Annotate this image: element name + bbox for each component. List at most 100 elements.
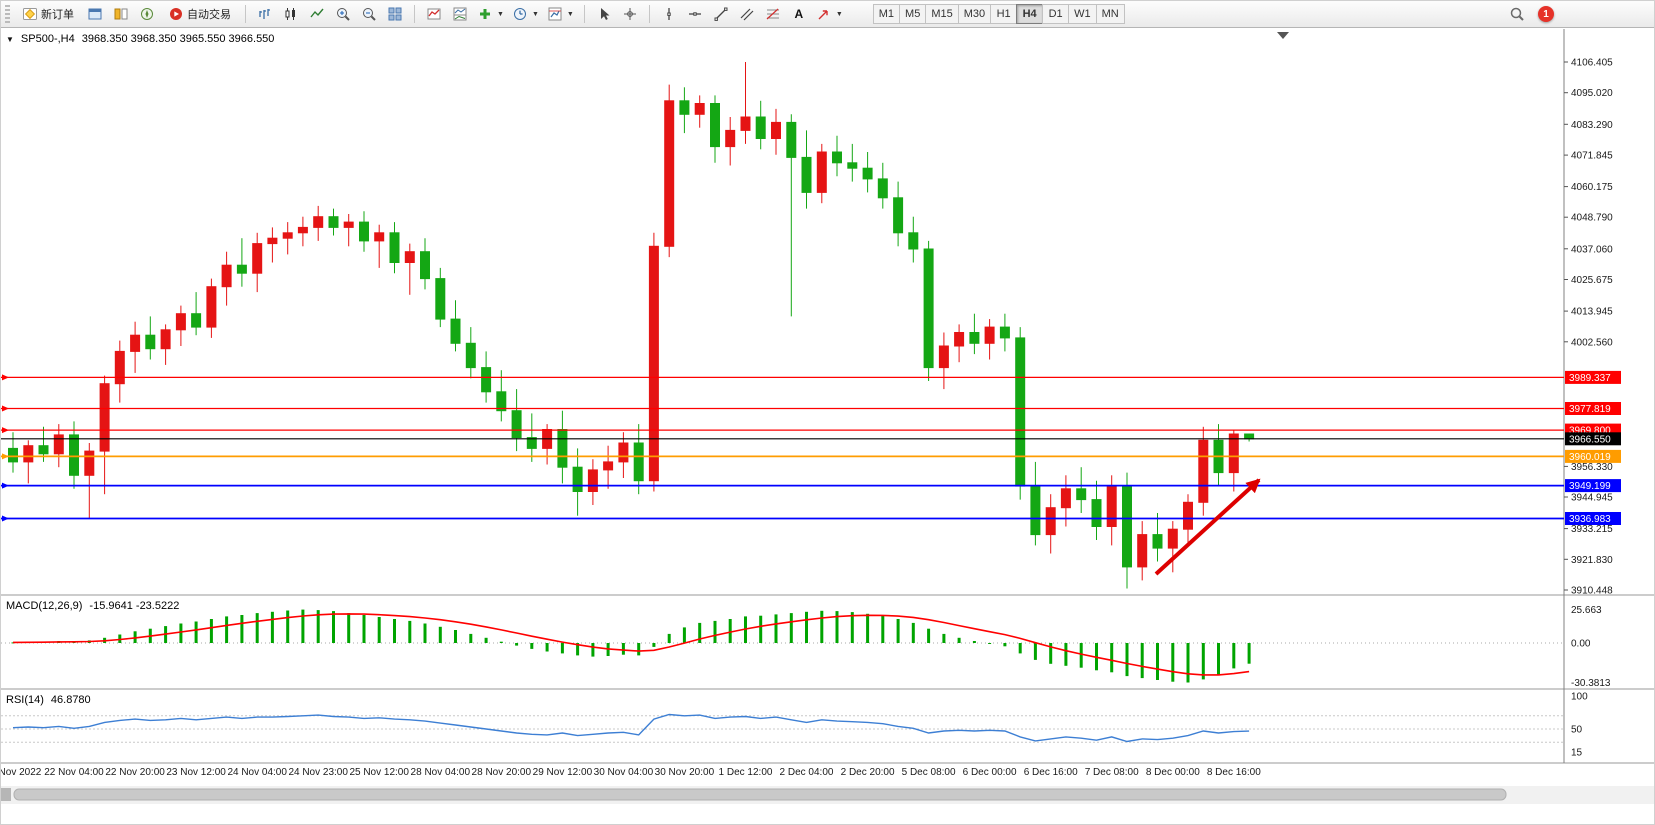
vertical-line-icon	[667, 8, 671, 20]
toolbar-separator	[245, 5, 246, 23]
svg-text:22 Nov 04:00: 22 Nov 04:00	[44, 767, 104, 778]
svg-text:4095.020: 4095.020	[1571, 88, 1613, 99]
toolbar-separator	[648, 5, 650, 23]
svg-text:4002.560: 4002.560	[1571, 337, 1613, 348]
bar-chart-mode-button[interactable]	[253, 3, 277, 25]
new-order-label: 新订单	[41, 9, 74, 21]
svg-text:4025.675: 4025.675	[1571, 275, 1613, 286]
svg-text:2 Dec 04:00: 2 Dec 04:00	[780, 767, 834, 778]
channel-icon	[740, 8, 754, 21]
svg-text:4048.790: 4048.790	[1571, 213, 1613, 224]
timeframe-M1[interactable]: M1	[872, 4, 901, 24]
candlestick-mode-button[interactable]	[279, 3, 303, 25]
indicator-windows-icon	[453, 7, 467, 21]
level-marker-icon	[2, 453, 9, 460]
bar-chart-mode-icon	[259, 9, 270, 19]
channel-tool-button[interactable]	[735, 3, 759, 25]
chart-canvas[interactable]: 4106.405 4095.020 4083.290 4071.845 4060.175…	[1, 29, 1655, 825]
indicators-button[interactable]	[422, 3, 446, 25]
svg-text:-30.3813: -30.3813	[1571, 678, 1611, 689]
zoom-in-button[interactable]	[331, 3, 355, 25]
clock-icon	[513, 8, 526, 20]
periods-button[interactable]: ▼	[509, 3, 542, 25]
zoom-out-button[interactable]	[357, 3, 381, 25]
svg-text:4013.945: 4013.945	[1571, 307, 1613, 318]
tile-windows-button[interactable]	[383, 3, 407, 25]
macd-signal-line	[12, 613, 1250, 676]
svg-text:28 Nov 20:00: 28 Nov 20:00	[472, 767, 532, 778]
zoom-in-icon	[337, 8, 350, 21]
market-watch-button[interactable]	[83, 3, 107, 25]
price-badges: 3989.337 3977.819 3969.800 3960.019 3949.199…	[1565, 370, 1621, 525]
text-tool-icon: A	[794, 7, 804, 21]
svg-text:23 Nov 12:00: 23 Nov 12:00	[166, 767, 226, 778]
timeframe-M5[interactable]: M5	[899, 4, 927, 24]
data-window-button[interactable]	[109, 3, 133, 25]
svg-text:3977.819: 3977.819	[1569, 404, 1611, 415]
scrollbar-thumb[interactable]	[13, 788, 1507, 801]
line-chart-mode-icon	[310, 8, 324, 18]
dropdown-caret-icon: ▼	[531, 10, 539, 18]
svg-text:3969.800: 3969.800	[1569, 426, 1611, 437]
search-icon	[1510, 7, 1524, 21]
timeframe-MN[interactable]: MN	[1095, 4, 1125, 24]
search-button[interactable]	[1505, 3, 1529, 25]
level-marker-icon	[2, 482, 9, 489]
macd-histogram	[11, 609, 1251, 683]
svg-text:3966.550: 3966.550	[1569, 434, 1611, 445]
svg-text:4060.175: 4060.175	[1571, 182, 1613, 193]
notification-badge[interactable]: 1	[1538, 6, 1554, 22]
svg-text:6 Dec 00:00: 6 Dec 00:00	[963, 767, 1017, 778]
toolbar-separator	[414, 5, 415, 23]
auto-trading-button[interactable]: 自动交易	[161, 3, 238, 25]
svg-text:24 Nov 23:00: 24 Nov 23:00	[288, 767, 348, 778]
cursor-tool-button[interactable]	[592, 3, 616, 25]
templates-button[interactable]: ▼	[544, 3, 577, 25]
timeframe-D1[interactable]: D1	[1042, 4, 1070, 24]
auto-trading-label: 自动交易	[187, 9, 231, 21]
toolbar-separator	[583, 5, 585, 23]
svg-text:29 Nov 12:00: 29 Nov 12:00	[533, 767, 593, 778]
crosshair-tool-button[interactable]	[618, 3, 642, 25]
text-tool-button[interactable]: A	[787, 3, 811, 25]
svg-text:3949.199: 3949.199	[1569, 481, 1611, 492]
horizontal-line-icon	[688, 12, 701, 16]
timeframe-M15[interactable]: M15	[925, 4, 959, 24]
add-indicator-button[interactable]: ▼	[474, 3, 507, 25]
line-chart-mode-button[interactable]	[305, 3, 329, 25]
dropdown-caret-icon: ▼	[835, 10, 843, 18]
timeframe-W1[interactable]: W1	[1068, 4, 1097, 24]
vertical-line-tool-button[interactable]	[657, 3, 681, 25]
auto-trading-icon	[170, 8, 182, 20]
timeframe-H1[interactable]: H1	[990, 4, 1018, 24]
trendline-tool-button[interactable]	[709, 3, 733, 25]
timeframe-M30[interactable]: M30	[957, 4, 992, 24]
new-order-button[interactable]: 新订单	[15, 3, 81, 25]
svg-text:25 Nov 12:00: 25 Nov 12:00	[349, 767, 409, 778]
chart-shift-marker[interactable]	[1277, 32, 1289, 39]
navigator-button[interactable]	[135, 3, 159, 25]
svg-text:24 Nov 04:00: 24 Nov 04:00	[227, 767, 287, 778]
templates-icon	[548, 7, 562, 21]
toolbar-grip[interactable]	[5, 5, 10, 23]
dropdown-caret-icon: ▼	[497, 10, 504, 18]
scrollbar-left-box[interactable]	[1, 788, 11, 801]
navigator-icon	[141, 8, 153, 20]
svg-text:21 Nov 2022: 21 Nov 2022	[1, 767, 42, 778]
timeframe-H4[interactable]: H4	[1016, 4, 1044, 24]
fibonacci-tool-button[interactable]	[761, 3, 785, 25]
horizontal-line-tool-button[interactable]	[683, 3, 707, 25]
collapse-chart-icon[interactable]: ▼	[6, 34, 14, 44]
level-marker-icon	[2, 427, 9, 434]
candlestick-mode-icon	[285, 8, 295, 20]
macd-axis-labels: 25.663 0.00 -30.3813	[1571, 605, 1611, 689]
svg-text:3936.983: 3936.983	[1569, 514, 1611, 525]
svg-text:30 Nov 20:00: 30 Nov 20:00	[655, 767, 715, 778]
trend-arrow[interactable]	[1154, 478, 1261, 576]
indicator-windows-button[interactable]	[448, 3, 472, 25]
dropdown-caret-icon: ▼	[566, 10, 574, 18]
svg-text:1 Dec 12:00: 1 Dec 12:00	[719, 767, 773, 778]
arrows-tool-button[interactable]: ▼	[813, 3, 846, 25]
arrow-object-icon	[818, 10, 828, 20]
rsi-axis-labels: 100 50 15	[1571, 692, 1588, 759]
